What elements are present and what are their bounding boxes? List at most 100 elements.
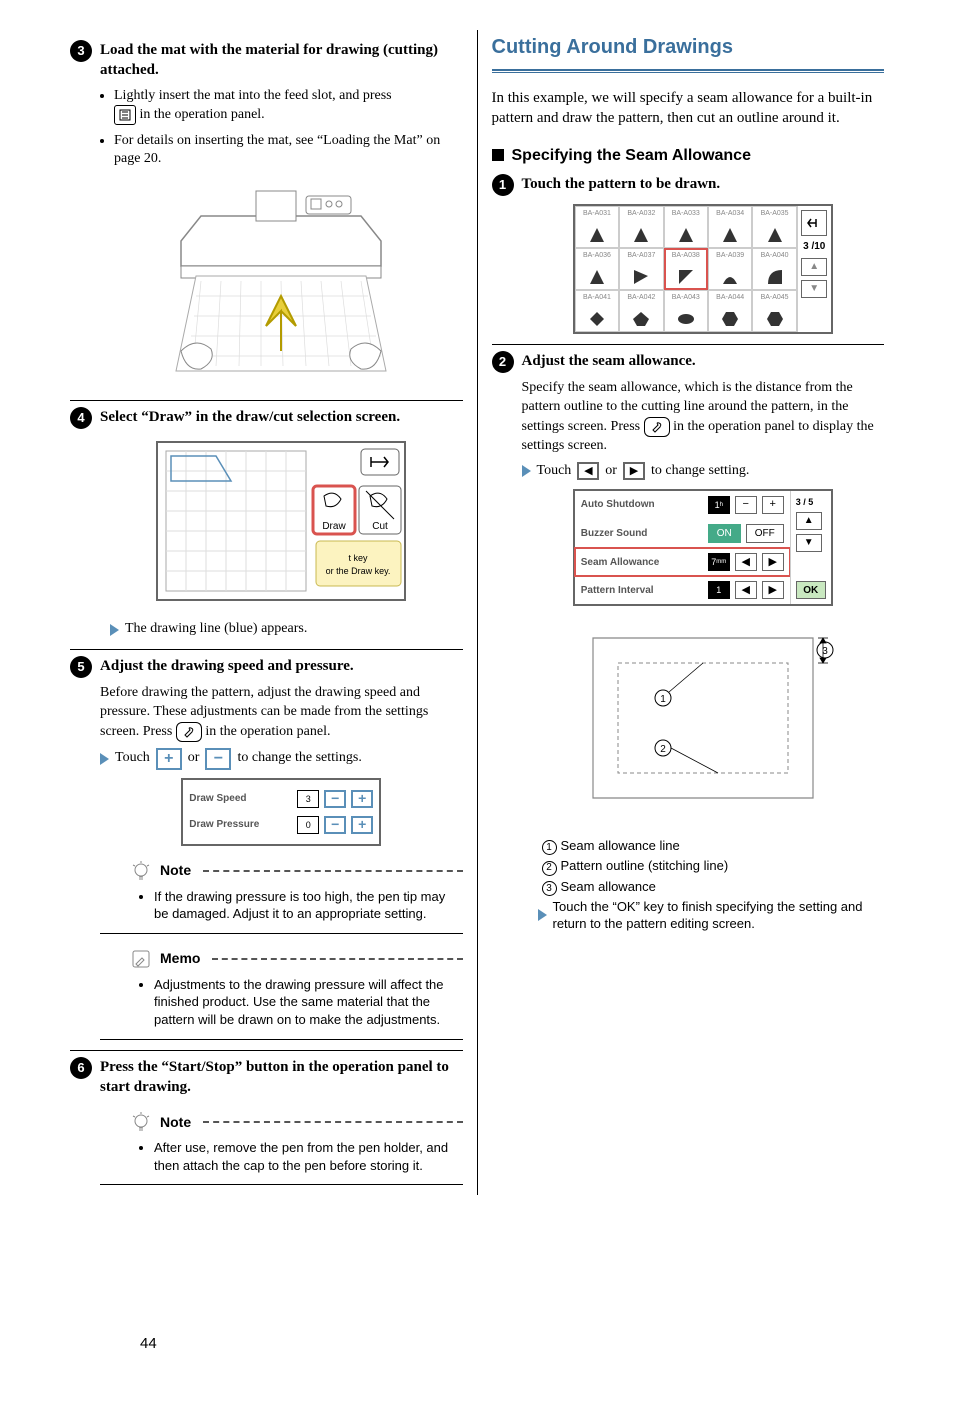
draw-settings-panel: Draw Speed 3 − + Draw Pressure 0 − + (181, 778, 381, 846)
draw-speed-value: 3 (297, 790, 319, 808)
auto-shutdown-plus[interactable]: + (762, 496, 784, 514)
step-5-touch-row: Touch + or − to change the settings. (100, 748, 463, 770)
pattern-cell[interactable]: BA-A033 (664, 206, 708, 248)
step-number-1: 1 (492, 174, 514, 196)
pressure-minus-button[interactable]: − (324, 816, 346, 834)
interval-right-button[interactable]: ▶ (762, 581, 784, 599)
printer-illustration (100, 181, 463, 388)
svg-text:t key: t key (349, 553, 369, 563)
step-3: 3 Load the mat with the material for dra… (70, 40, 463, 81)
pattern-cell[interactable]: BA-A035 (752, 206, 796, 248)
settings-up-button[interactable]: ▲ (796, 512, 822, 530)
pressure-plus-button[interactable]: + (351, 816, 373, 834)
pattern-cell[interactable]: BA-A041 (575, 290, 619, 332)
memo-icon (130, 948, 152, 970)
square-bullet-icon (492, 149, 504, 161)
speed-plus-button[interactable]: + (351, 790, 373, 808)
lightbulb-icon (130, 860, 152, 882)
right-step-1-title: Touch the pattern to be drawn. (522, 174, 721, 194)
step-5-body: Before drawing the pattern, adjust the d… (100, 684, 463, 742)
note-callout-1: Note (130, 860, 463, 882)
right-arrow-button[interactable]: ▶ (623, 462, 645, 480)
right-step-1: 1 Touch the pattern to be drawn. (492, 174, 885, 196)
pattern-cell[interactable]: BA-A039 (708, 248, 752, 290)
pattern-cell[interactable]: BA-A032 (619, 206, 663, 248)
step-3-bullet-2: For details on inserting the mat, see “L… (114, 132, 463, 170)
seam-allowance-value: 7mm (708, 553, 730, 571)
svg-text:1: 1 (660, 694, 666, 705)
auto-shutdown-label: Auto Shutdown (581, 498, 703, 512)
feed-icon (114, 105, 136, 125)
interval-left-button[interactable]: ◀ (735, 581, 757, 599)
settings-screen: Auto Shutdown 1h − + Buzzer Sound ON OFF… (573, 489, 833, 607)
section-title: Cutting Around Drawings (492, 34, 885, 61)
pattern-cell[interactable]: BA-A043 (664, 290, 708, 332)
step-number-2: 2 (492, 351, 514, 373)
pattern-cell[interactable]: BA-A040 (752, 248, 796, 290)
speed-minus-button[interactable]: − (324, 790, 346, 808)
buzzer-on-button[interactable]: ON (708, 524, 741, 544)
triangle-bullet-icon (538, 909, 547, 921)
settings-down-button[interactable]: ▼ (796, 534, 822, 552)
wrench-icon (176, 722, 202, 742)
step-number-4: 4 (70, 407, 92, 429)
page-down-button[interactable]: ▼ (801, 280, 827, 298)
seam-allowance-label: Seam Allowance (581, 556, 703, 570)
auto-shutdown-minus[interactable]: − (735, 496, 757, 514)
pattern-cell[interactable]: BA-A036 (575, 248, 619, 290)
wrench-icon (644, 417, 670, 437)
step-number-6: 6 (70, 1057, 92, 1079)
step-6: 6 Press the “Start/Stop” button in the o… (70, 1050, 463, 1098)
back-button[interactable] (801, 210, 827, 236)
seam-allowance-diagram: 1 2 3 (522, 618, 885, 825)
plus-button[interactable]: + (156, 748, 182, 770)
settings-page-indicator: 3 / 5 (796, 496, 826, 508)
page-number: 44 (140, 1334, 157, 1354)
memo-callout: Memo (130, 948, 463, 970)
right-step-2: 2 Adjust the seam allowance. (492, 344, 885, 373)
memo-body: Adjustments to the drawing pressure will… (100, 976, 463, 1040)
seam-left-button[interactable]: ◀ (735, 553, 757, 571)
seam-right-button[interactable]: ▶ (762, 553, 784, 571)
right-step-2-body: Specify the seam allowance, which is the… (522, 379, 885, 456)
step-4-title: Select “Draw” in the draw/cut selection … (100, 407, 400, 427)
pattern-cell[interactable]: BA-A034 (708, 206, 752, 248)
minus-button[interactable]: − (205, 748, 231, 770)
pattern-cell[interactable]: BA-A031 (575, 206, 619, 248)
svg-text:or the Draw key.: or the Draw key. (326, 566, 391, 576)
step-5: 5 Adjust the drawing speed and pressure. (70, 649, 463, 678)
section-divider (492, 69, 885, 73)
pattern-cell[interactable]: BA-A044 (708, 290, 752, 332)
step-4: 4 Select “Draw” in the draw/cut selectio… (70, 400, 463, 429)
step-5-title: Adjust the drawing speed and pressure. (100, 656, 354, 676)
note-body-1: If the drawing pressure is too high, the… (100, 888, 463, 934)
pattern-cell[interactable]: BA-A037 (619, 248, 663, 290)
step-3-bullet-1: Lightly insert the mat into the feed slo… (114, 87, 463, 126)
pattern-selection-screen: BA-A031 BA-A032 BA-A033 BA-A034 BA-A035 … (573, 204, 833, 334)
draw-cut-screen: Draw Cut t key or the Draw key. (100, 441, 463, 608)
step-4-result: The drawing line (blue) appears. (110, 620, 463, 639)
note-callout-2: Note (130, 1111, 463, 1133)
draw-pressure-value: 0 (297, 816, 319, 834)
draw-pressure-label: Draw Pressure (189, 818, 292, 832)
pattern-cell[interactable]: BA-A038 (664, 248, 708, 290)
triangle-bullet-icon (522, 465, 531, 477)
section-intro: In this example, we will specify a seam … (492, 88, 885, 129)
right-step-2-title: Adjust the seam allowance. (522, 351, 696, 371)
diagram-legend: 1Seam allowance line 2Pattern outline (s… (542, 837, 885, 933)
step-6-title: Press the “Start/Stop” button in the ope… (100, 1057, 463, 1098)
draw-label[interactable]: Draw (323, 521, 347, 532)
right-step-2-touch-row: Touch ◀ or ▶ to change setting. (522, 462, 885, 481)
buzzer-off-button[interactable]: OFF (746, 524, 784, 544)
page-indicator: 3 /10 (803, 240, 825, 254)
pattern-cell[interactable]: BA-A045 (752, 290, 796, 332)
lightbulb-icon (130, 1111, 152, 1133)
subheading: Specifying the Seam Allowance (492, 145, 885, 167)
step-number-5: 5 (70, 656, 92, 678)
page-up-button[interactable]: ▲ (801, 258, 827, 276)
left-arrow-button[interactable]: ◀ (577, 462, 599, 480)
cut-label[interactable]: Cut (372, 521, 388, 532)
ok-button[interactable]: OK (796, 581, 826, 599)
pattern-cell[interactable]: BA-A042 (619, 290, 663, 332)
note-body-2: After use, remove the pen from the pen h… (100, 1139, 463, 1185)
